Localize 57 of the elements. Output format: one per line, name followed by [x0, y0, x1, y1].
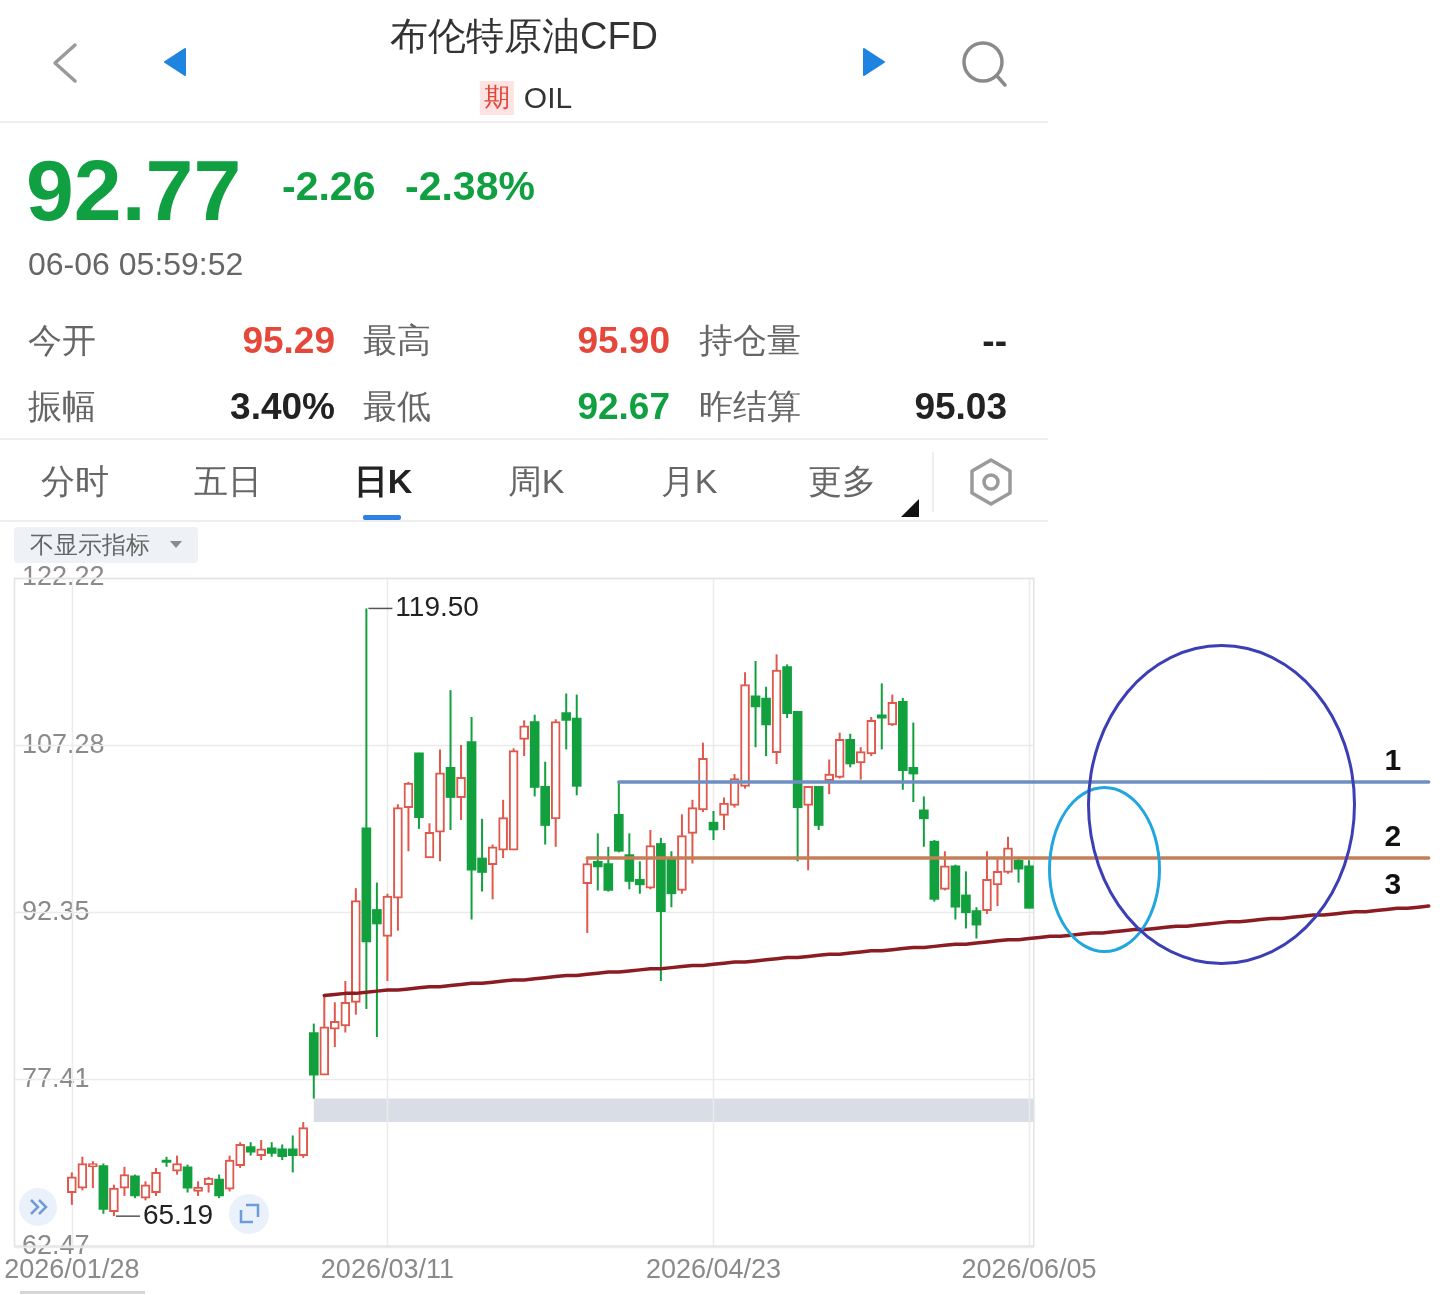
text: 昨结算 — [699, 387, 801, 427]
candlestick — [887, 693, 898, 727]
text: 95.90 — [577, 319, 670, 363]
text: 95.29 — [242, 319, 335, 363]
text: 振幅 — [28, 387, 96, 427]
candlestick — [519, 719, 529, 758]
text: 最低 — [363, 387, 431, 427]
series-label: 3 — [1384, 867, 1402, 901]
series-label: 2 — [1384, 819, 1402, 853]
text: 最高 — [363, 321, 431, 361]
annotation: 65.19 — [142, 1198, 213, 1230]
x-tick-label: 2026/03/11 — [320, 1254, 454, 1285]
candlestick — [182, 1163, 193, 1194]
text: -2.26 — [282, 163, 376, 211]
text: 3.40% — [230, 385, 335, 429]
chart-subtitle: OIL — [523, 80, 573, 116]
candlestick — [456, 743, 466, 821]
candlestick — [109, 1183, 119, 1218]
candlestick — [876, 682, 887, 751]
text: 06-06 05:59:52 — [28, 245, 244, 283]
candlestick — [582, 856, 593, 934]
text: 周K — [507, 462, 565, 502]
annotation: 119.50 — [395, 591, 479, 623]
candlestick — [940, 850, 950, 892]
text: 92.77 — [26, 142, 242, 238]
candlestick — [687, 798, 698, 865]
text: 期 — [479, 81, 514, 115]
candlestick — [803, 785, 813, 872]
candlestick — [67, 1171, 77, 1206]
candlestick — [487, 843, 498, 901]
candlestick — [172, 1154, 182, 1176]
text: 五日 — [194, 462, 262, 502]
candlestick — [855, 746, 866, 781]
x-tick-label: 2026/06/05 — [961, 1254, 1097, 1285]
candlestick — [235, 1141, 245, 1169]
text: -2.38% — [405, 163, 535, 211]
text: 持仓量 — [699, 321, 801, 361]
text: 月K — [660, 462, 718, 502]
text: 分时 — [41, 462, 109, 502]
candlestick — [151, 1166, 161, 1197]
dropdown: 不显示指标 — [14, 527, 198, 563]
text: 95.03 — [914, 385, 1007, 429]
text: 更多 — [808, 462, 876, 502]
text: -- — [982, 319, 1007, 363]
y-tick-label: 107.28 — [22, 728, 105, 759]
y-tick-label: 77.41 — [22, 1062, 90, 1093]
candlestick — [256, 1138, 267, 1162]
series-label: 1 — [1384, 743, 1402, 777]
x-tick-label: 2026/04/23 — [645, 1254, 782, 1285]
candlestick — [919, 795, 929, 848]
candlestick — [214, 1173, 224, 1200]
chart-title: 布伦特原油CFD — [389, 15, 659, 59]
text: 92.67 — [577, 385, 670, 429]
text: 今开 — [28, 321, 96, 361]
text: 日K — [353, 462, 413, 502]
candlestick — [719, 796, 729, 831]
y-tick-label: 122.22 — [22, 561, 105, 592]
